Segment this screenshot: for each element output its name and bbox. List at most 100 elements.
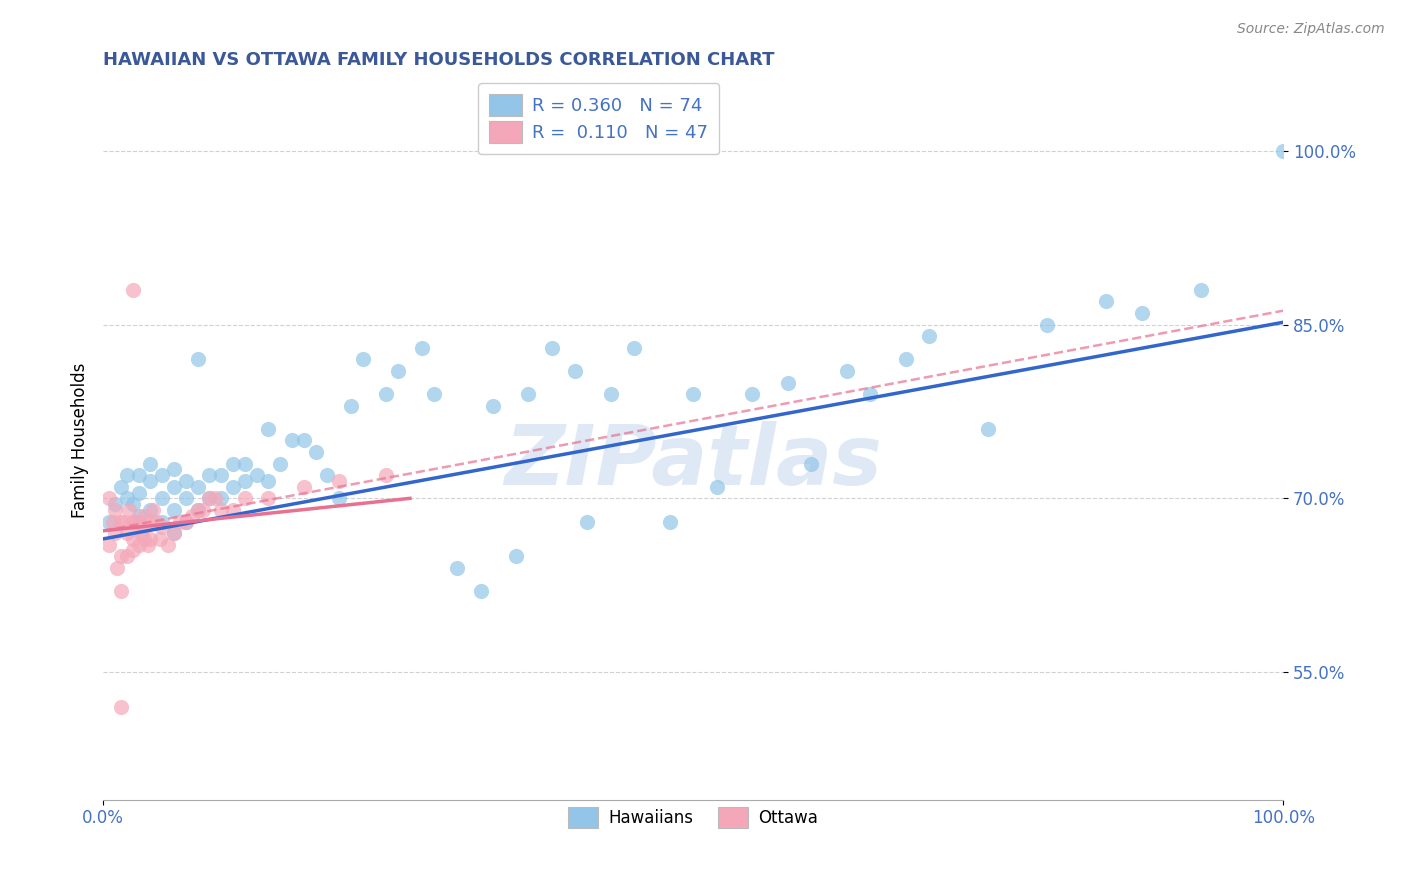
Point [599, 387, 621, 401]
Point [174, 515, 197, 529]
Point [186, 480, 208, 494]
Point [136, 538, 159, 552]
Point [257, 474, 280, 488]
Point [163, 462, 186, 476]
Point [340, 399, 363, 413]
Point [375, 387, 398, 401]
Point [1130, 306, 1153, 320]
Point [859, 387, 882, 401]
Point [481, 399, 503, 413]
Point [110, 584, 132, 599]
Point [204, 491, 226, 506]
Point [257, 422, 280, 436]
Point [134, 532, 156, 546]
Point [222, 480, 245, 494]
Point [245, 468, 267, 483]
Text: HAWAIIAN VS OTTAWA FAMILY HOUSEHOLDS CORRELATION CHART: HAWAIIAN VS OTTAWA FAMILY HOUSEHOLDS COR… [103, 51, 775, 69]
Point [918, 329, 941, 343]
Point [316, 468, 339, 483]
Point [174, 515, 197, 529]
Point [222, 503, 245, 517]
Point [139, 503, 162, 517]
Point [977, 422, 1000, 436]
Point [209, 491, 232, 506]
Point [387, 364, 409, 378]
Point [564, 364, 586, 378]
Point [129, 526, 152, 541]
Point [125, 515, 148, 529]
Point [98, 538, 121, 552]
Point [233, 491, 256, 506]
Point [139, 457, 162, 471]
Y-axis label: Family Households: Family Households [72, 363, 89, 518]
Point [516, 387, 538, 401]
Point [139, 532, 162, 546]
Point [98, 491, 121, 506]
Point [233, 474, 256, 488]
Point [150, 468, 173, 483]
Point [150, 515, 173, 529]
Point [222, 457, 245, 471]
Point [128, 485, 150, 500]
Point [121, 532, 143, 546]
Point [110, 549, 132, 564]
Point [115, 549, 138, 564]
Point [1272, 144, 1295, 158]
Point [128, 515, 150, 529]
Point [706, 480, 728, 494]
Point [110, 515, 132, 529]
Point [128, 508, 150, 523]
Point [835, 364, 858, 378]
Point [121, 515, 143, 529]
Point [186, 503, 208, 517]
Point [169, 515, 191, 529]
Point [110, 699, 132, 714]
Point [505, 549, 527, 564]
Point [128, 538, 150, 552]
Point [623, 341, 645, 355]
Point [257, 491, 280, 506]
Point [174, 474, 197, 488]
Point [163, 526, 186, 541]
Point [157, 538, 180, 552]
Point [121, 543, 143, 558]
Point [328, 491, 350, 506]
Legend: Hawaiians, Ottawa: Hawaiians, Ottawa [561, 801, 825, 834]
Point [121, 497, 143, 511]
Text: ZIPatlas: ZIPatlas [505, 422, 882, 502]
Point [422, 387, 444, 401]
Point [115, 491, 138, 506]
Point [198, 491, 221, 506]
Point [174, 491, 197, 506]
Point [145, 515, 167, 529]
Point [1036, 318, 1059, 332]
Point [104, 497, 127, 511]
Point [1095, 294, 1118, 309]
Point [198, 491, 221, 506]
Point [163, 526, 186, 541]
Point [1189, 283, 1212, 297]
Text: Source: ZipAtlas.com: Source: ZipAtlas.com [1237, 22, 1385, 37]
Point [101, 515, 124, 529]
Point [375, 468, 398, 483]
Point [149, 532, 172, 546]
Point [411, 341, 433, 355]
Point [186, 352, 208, 367]
Point [121, 283, 143, 297]
Point [658, 515, 681, 529]
Point [105, 561, 128, 575]
Point [118, 503, 141, 517]
Point [134, 508, 156, 523]
Point [150, 520, 173, 534]
Point [209, 468, 232, 483]
Point [209, 503, 232, 517]
Point [741, 387, 763, 401]
Point [139, 474, 162, 488]
Point [575, 515, 598, 529]
Point [139, 515, 162, 529]
Point [233, 457, 256, 471]
Point [269, 457, 291, 471]
Point [894, 352, 917, 367]
Point [304, 445, 326, 459]
Point [163, 480, 186, 494]
